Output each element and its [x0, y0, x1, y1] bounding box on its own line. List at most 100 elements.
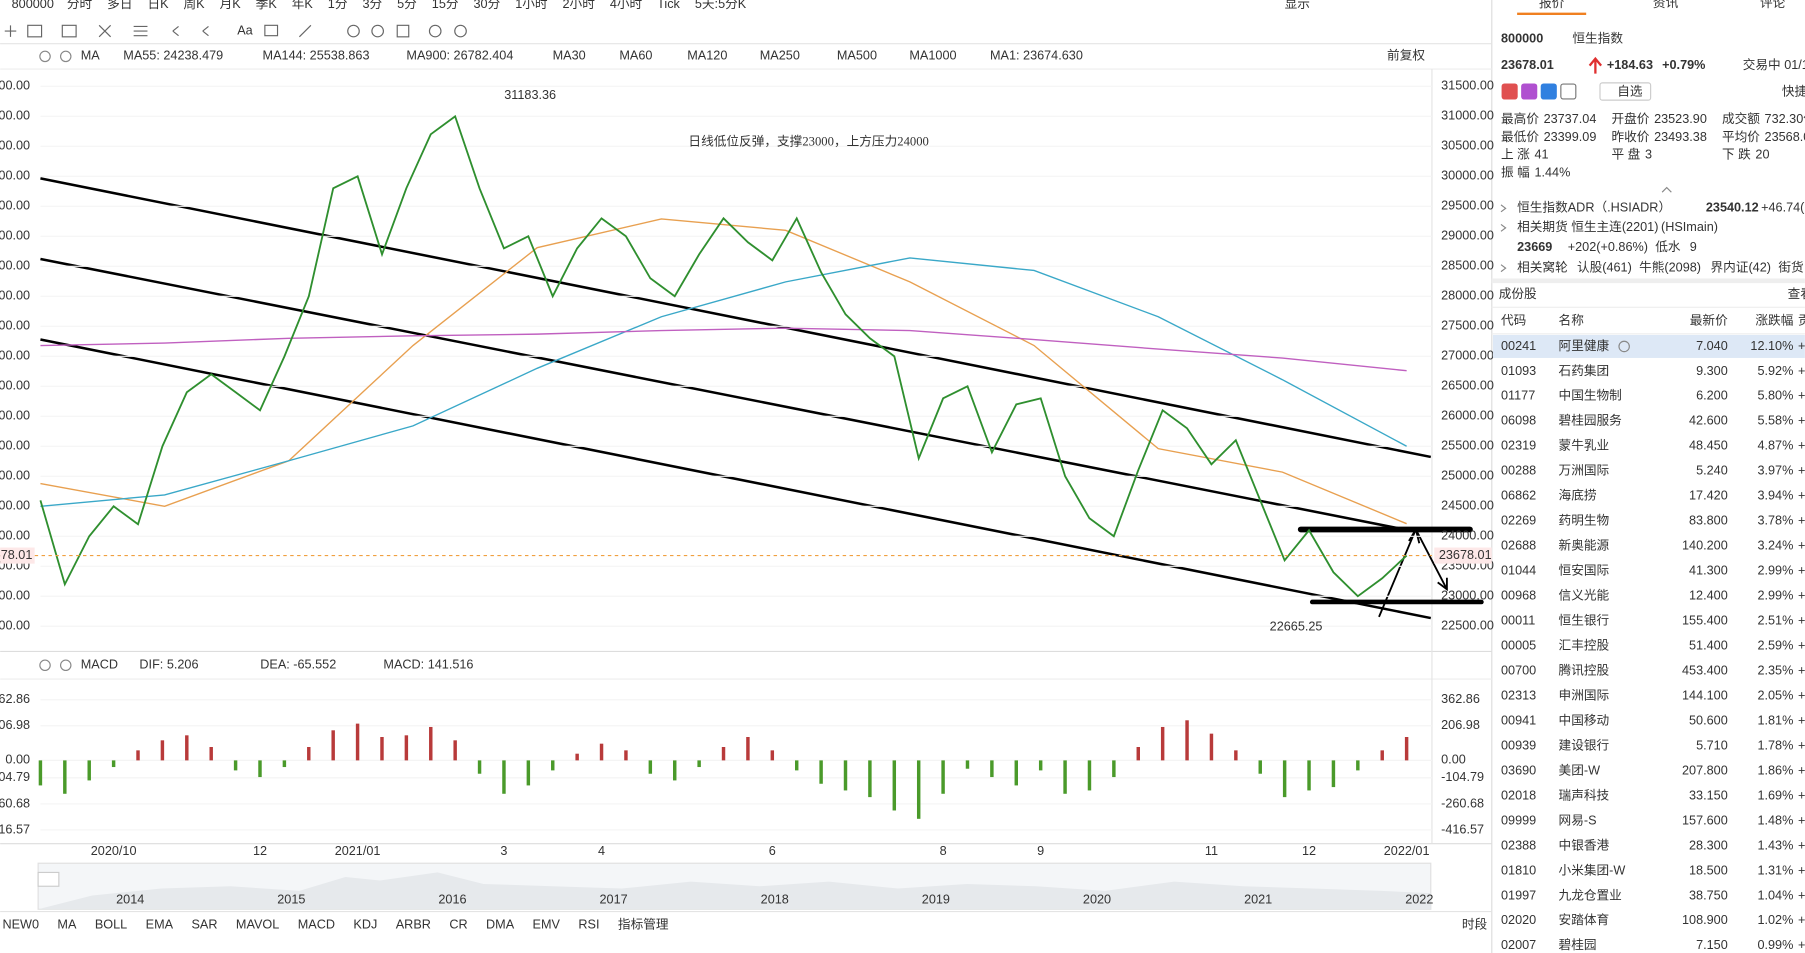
period-tab[interactable]: 1分 — [328, 0, 348, 11]
cell: 碧桂园 — [1559, 938, 1597, 952]
stat-value: 23737.04 — [1544, 112, 1597, 126]
y-tick-label: -260.68 — [1441, 796, 1484, 810]
period-tab[interactable]: 周K — [184, 0, 206, 11]
icon[interactable] — [27, 24, 43, 38]
cell: 28.300 — [1689, 838, 1728, 852]
display-menu[interactable]: 显示 — [1285, 0, 1310, 11]
period-tab[interactable]: 分时 — [67, 0, 93, 11]
icon[interactable] — [202, 26, 209, 37]
ma-legend: MA1: 23674.630 — [990, 49, 1083, 63]
period-tab[interactable]: 月K — [220, 0, 242, 11]
icon[interactable] — [347, 24, 360, 38]
indicator-name[interactable]: MACD — [81, 658, 118, 672]
indicator-name[interactable]: MA — [81, 49, 101, 63]
indicator-tab[interactable]: BOLL — [95, 918, 127, 932]
y-tick-label: 30000.00 — [1441, 169, 1494, 183]
period-tab[interactable]: 多日 — [107, 0, 132, 11]
period-select[interactable]: 时段 — [1462, 918, 1488, 932]
cell: 42.600 — [1689, 414, 1728, 428]
overview-year: 2018 — [761, 892, 789, 906]
icon[interactable] — [396, 24, 410, 38]
period-tab[interactable]: Tick — [657, 0, 680, 11]
icon[interactable] — [371, 24, 384, 38]
overview-handle[interactable] — [37, 871, 60, 887]
period-tab[interactable]: 4小时 — [610, 0, 643, 11]
indicator-tab[interactable]: ARBR — [396, 918, 431, 932]
period-tab[interactable]: 日K — [147, 0, 169, 11]
cell: 汇丰控股 — [1559, 638, 1610, 652]
panel-tab[interactable]: 报价 — [1539, 0, 1565, 10]
icon[interactable] — [298, 24, 312, 38]
icon[interactable] — [4, 25, 17, 37]
cell: 17.420 — [1689, 489, 1728, 503]
macd-legend: DEA: -65.552 — [260, 658, 336, 672]
settings-icon[interactable] — [39, 50, 51, 63]
indicator-tab[interactable]: MACD — [298, 918, 335, 932]
period-tab[interactable]: 5分 — [397, 0, 417, 11]
icon[interactable] — [428, 24, 442, 38]
cell: 恒安国际 — [1559, 564, 1610, 578]
cell: 09999 — [1501, 813, 1536, 827]
cell: 5.710 — [1696, 738, 1728, 752]
close-icon[interactable] — [59, 50, 72, 63]
close-icon[interactable] — [59, 659, 72, 672]
indicator-tab[interactable]: SAR — [191, 918, 217, 932]
warrant-link[interactable]: 认股(461) — [1577, 261, 1632, 275]
more-link[interactable]: 查看 — [1788, 287, 1805, 301]
indicator-tab[interactable]: NEW0 — [2, 918, 39, 932]
x-tick-label: 12 — [253, 844, 267, 858]
macd-legend: MACD: 141.516 — [383, 658, 473, 672]
icon[interactable] — [61, 24, 77, 38]
indicator-tab[interactable]: EMV — [533, 918, 561, 932]
period-tab[interactable]: 年K — [292, 0, 314, 11]
period-tab[interactable]: 3分 — [362, 0, 382, 11]
period-tab[interactable]: 1小时 — [515, 0, 548, 11]
period-tab[interactable]: 15分 — [432, 0, 459, 11]
stat-label: 最低价 — [1501, 130, 1539, 144]
period-tab[interactable]: 30分 — [474, 0, 501, 11]
indicator-tab[interactable]: CR — [449, 918, 467, 932]
trend-line[interactable] — [40, 257, 1405, 531]
indicator-tab[interactable]: EMA — [146, 918, 174, 932]
warrant-link[interactable]: 街货 — [1778, 260, 1803, 275]
icon[interactable] — [133, 25, 148, 37]
ma-line — [40, 257, 1407, 507]
stat-label: 上 涨 — [1501, 148, 1530, 162]
y-tick-label: 28500.00 — [1441, 259, 1494, 273]
adjust-button[interactable]: 前复权 — [1387, 48, 1425, 63]
y-tick-label: 206.98 — [1441, 718, 1480, 732]
panel-tab[interactable]: 资讯 — [1653, 0, 1679, 10]
trend-line[interactable] — [40, 177, 1432, 459]
indicator-manage[interactable]: 指标管理 — [618, 918, 669, 932]
icon[interactable] — [264, 24, 279, 37]
warrant-link[interactable]: 界内证(42) — [1710, 261, 1770, 275]
x-tick-label: 3 — [500, 844, 507, 858]
panel-tab[interactable]: 评论 — [1760, 0, 1786, 10]
icon[interactable] — [454, 24, 467, 38]
watch-button[interactable] — [1599, 82, 1652, 101]
watch-label[interactable]: 自选 — [1617, 84, 1643, 98]
x-tick-label: 8 — [940, 844, 947, 858]
quote-change-pct: +0.79% — [1662, 58, 1705, 72]
indicator-tab[interactable]: MAVOL — [236, 918, 279, 932]
tag-icon — [1540, 83, 1557, 100]
icon[interactable] — [172, 26, 179, 37]
indicator-tab[interactable]: KDJ — [353, 918, 377, 932]
overview-year: 2015 — [277, 892, 305, 906]
period-tab[interactable]: 5天:5分K — [695, 0, 747, 11]
icon[interactable] — [98, 24, 112, 38]
y-tick-label-left: 22500.00 — [0, 619, 30, 633]
period-tab[interactable]: 2小时 — [563, 0, 596, 11]
indicator-tab[interactable]: RSI — [578, 918, 599, 932]
icon[interactable]: Aa — [237, 23, 253, 37]
indicator-tab[interactable]: DMA — [486, 918, 515, 932]
period-tab[interactable]: 季K — [256, 0, 278, 11]
cell: +11 — [1798, 439, 1805, 453]
warrant-link[interactable]: 牛熊(2098) — [1639, 260, 1701, 275]
stat-label: 最高价 — [1501, 111, 1539, 126]
quick-label[interactable]: 快捷 — [1782, 84, 1805, 98]
cell: 207.800 — [1682, 763, 1728, 777]
market-status: 交易中 01/10 — [1743, 57, 1805, 72]
settings-icon[interactable] — [39, 659, 51, 672]
indicator-tab[interactable]: MA — [57, 918, 77, 932]
